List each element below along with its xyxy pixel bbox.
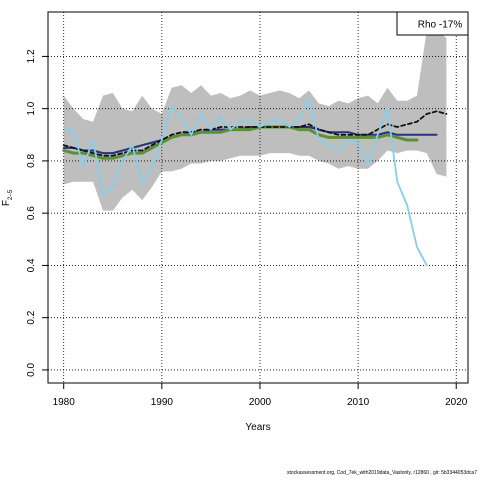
x-tick-label: 2000	[249, 397, 272, 408]
y-tick-label: 1.0	[26, 101, 37, 115]
x-axis-label: Years	[245, 422, 270, 433]
y-tick-label: 0.2	[26, 310, 37, 324]
legend: Rho -17%	[396, 11, 469, 36]
plot-frame	[47, 11, 469, 384]
y-tick-label: 0.6	[26, 206, 37, 220]
y-tick-label: 0.4	[26, 258, 37, 272]
x-tick-label: 2020	[445, 397, 468, 408]
series-line-2	[62, 125, 419, 160]
y-tick-label: 0.0	[26, 363, 37, 377]
band-area	[63, 30, 447, 211]
legend-box	[396, 11, 469, 36]
x-tick-label: 2010	[347, 397, 370, 408]
legend-label: Rho -17%	[418, 20, 463, 31]
x-axis: 1980 1990 2000 2010 2020	[53, 383, 468, 408]
series-lines	[62, 97, 448, 267]
series-line-4	[62, 97, 428, 267]
x-tick-label: 1990	[151, 397, 174, 408]
footer-text: stockassessment.org, Cod_7ek_with2019dat…	[287, 470, 477, 476]
x-tick-label: 1980	[53, 397, 76, 408]
y-axis-label: F2–5	[1, 189, 14, 206]
y-axis: 0.0 0.2 0.4 0.6 0.8 1.0 1.2	[26, 49, 48, 377]
y-tick-label: 1.2	[26, 49, 37, 63]
confidence-band	[63, 30, 447, 211]
grid	[48, 12, 468, 383]
y-tick-label: 0.8	[26, 154, 37, 168]
y-axis-label-sub: 2–5	[8, 189, 14, 200]
y-axis-label-main: F	[1, 200, 12, 206]
